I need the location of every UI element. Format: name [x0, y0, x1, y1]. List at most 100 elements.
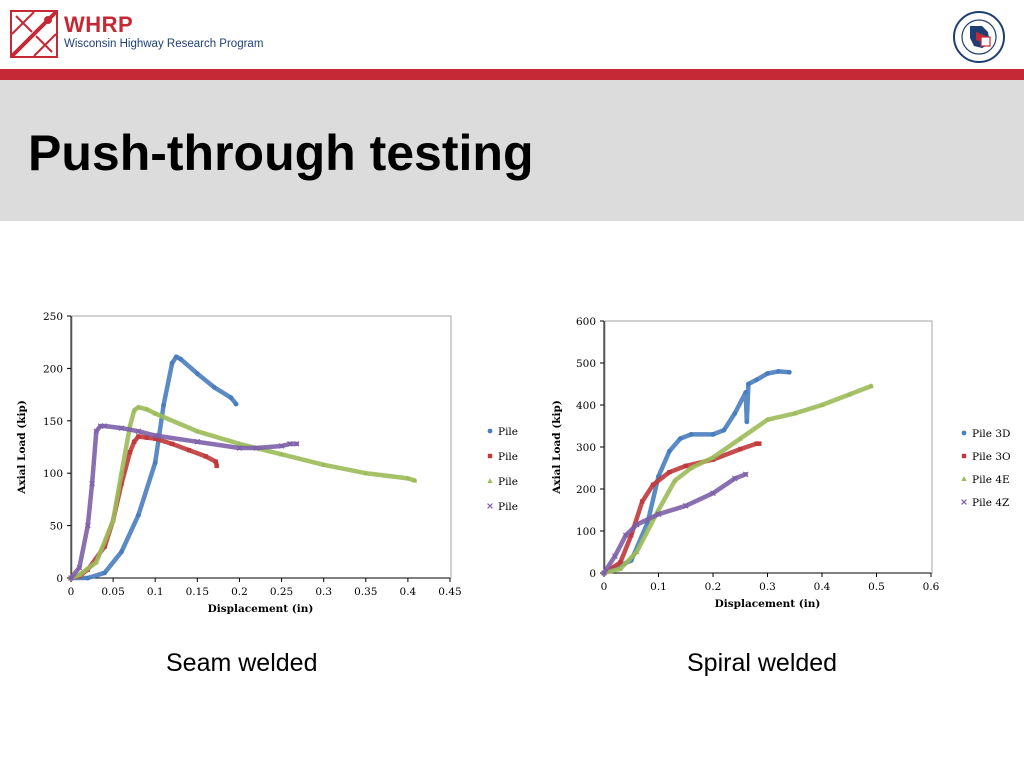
data-point: [655, 507, 662, 512]
x-tick-label: 0.3: [759, 581, 776, 593]
data-point: [633, 521, 640, 528]
data-point: [144, 406, 150, 412]
x-tick-label: 0.6: [923, 581, 940, 593]
data-point: [792, 410, 798, 416]
data-point: [732, 411, 738, 416]
y-tick-label: 600: [576, 316, 596, 328]
data-point: [85, 575, 91, 581]
data-point: [786, 369, 792, 375]
data-point: [622, 532, 629, 539]
data-point: [601, 570, 607, 576]
y-tick-label: 0: [56, 573, 63, 585]
data-point: [672, 477, 678, 483]
legend-label: Pile 3D: [972, 428, 1010, 440]
x-tick-label: 0.3: [315, 586, 332, 598]
y-tick-label: 0: [589, 568, 596, 580]
data-point: [677, 436, 683, 441]
slide-title: Push-through testing: [28, 125, 534, 181]
data-point: [161, 402, 167, 408]
x-tick-label: 0.35: [354, 586, 377, 598]
data-point: [744, 419, 750, 425]
legend-label: Pile 3O: [972, 451, 1011, 463]
data-point: [412, 477, 418, 483]
data-point: [214, 463, 219, 469]
data-point: [278, 451, 285, 457]
series-pile-1a: [68, 354, 239, 581]
data-point: [683, 463, 688, 469]
data-point: [634, 549, 640, 554]
data-point: [213, 459, 219, 464]
data-point: [293, 441, 300, 447]
legend-marker: [961, 430, 967, 436]
legend-label: Pile 4E: [972, 474, 1010, 486]
data-point: [85, 522, 91, 529]
data-point: [764, 416, 771, 422]
y-tick-label: 250: [43, 311, 63, 323]
y-axis-label: Axial Load (kip): [16, 400, 28, 495]
data-point: [152, 432, 159, 439]
caption-seam-welded: Seam welded: [166, 649, 318, 677]
header-accent-bar: [0, 69, 1024, 80]
data-point: [194, 371, 200, 377]
data-point: [152, 460, 158, 466]
data-point: [742, 471, 749, 478]
series-pile-1p: [68, 423, 300, 581]
data-point: [89, 480, 95, 487]
data-point: [101, 423, 108, 429]
data-point: [776, 369, 781, 374]
data-point: [629, 533, 634, 538]
x-tick-label: 0.1: [650, 581, 667, 593]
data-point: [405, 475, 411, 481]
x-tick-label: 0.25: [270, 586, 293, 598]
data-point: [363, 470, 369, 476]
data-point: [650, 482, 656, 487]
legend-marker: [487, 428, 493, 434]
data-point: [194, 438, 201, 445]
data-point: [178, 356, 183, 362]
y-tick-label: 100: [576, 526, 596, 538]
data-point: [169, 360, 175, 366]
data-point: [710, 490, 716, 497]
data-point: [688, 432, 694, 437]
data-point: [639, 499, 645, 504]
data-point: [97, 423, 104, 429]
legend-marker: [961, 453, 967, 459]
y-tick-label: 50: [50, 521, 63, 533]
x-tick-label: 0.5: [868, 581, 885, 593]
data-point: [173, 354, 179, 360]
data-point: [236, 445, 243, 451]
data-point: [102, 570, 108, 576]
data-point: [76, 564, 83, 571]
y-tick-label: 200: [576, 484, 596, 496]
data-point: [688, 465, 694, 470]
legend-marker: [487, 503, 493, 509]
data-point: [135, 512, 141, 518]
data-point: [153, 436, 158, 441]
data-point: [618, 560, 623, 565]
chart-seam-welded: 0 0.05 0.1 0.15 0.2 0.25 0.3 0.35 0.4 0.45 0 50 100 1…: [16, 311, 520, 615]
x-tick-label: 0.2: [231, 586, 248, 598]
data-point: [211, 384, 217, 390]
series-pile-4z: [601, 471, 749, 576]
y-tick-label: 200: [43, 363, 63, 375]
data-point: [710, 454, 716, 460]
data-point: [194, 428, 200, 434]
data-point: [868, 383, 874, 389]
caption-spiral-welded: Spiral welded: [687, 649, 838, 677]
data-point: [846, 391, 852, 397]
legend-label: Pile 4Z: [972, 497, 1009, 509]
data-point: [228, 395, 234, 401]
data-point: [131, 439, 137, 444]
data-point: [131, 407, 137, 413]
y-tick-label: 100: [43, 468, 63, 480]
data-point: [765, 371, 770, 376]
chart-frame: [604, 320, 933, 574]
data-point: [93, 428, 100, 435]
x-tick-label: 0: [601, 581, 608, 593]
data-point: [118, 470, 125, 476]
legend-marker: [961, 499, 967, 505]
data-point: [119, 549, 124, 555]
legend-marker: [961, 476, 967, 481]
data-point: [667, 470, 672, 475]
series-trace: [68, 354, 239, 581]
